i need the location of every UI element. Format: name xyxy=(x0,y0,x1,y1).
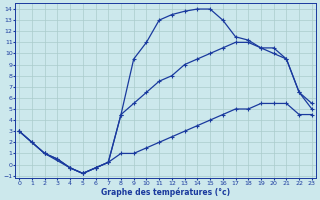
X-axis label: Graphe des températures (°c): Graphe des températures (°c) xyxy=(101,187,230,197)
